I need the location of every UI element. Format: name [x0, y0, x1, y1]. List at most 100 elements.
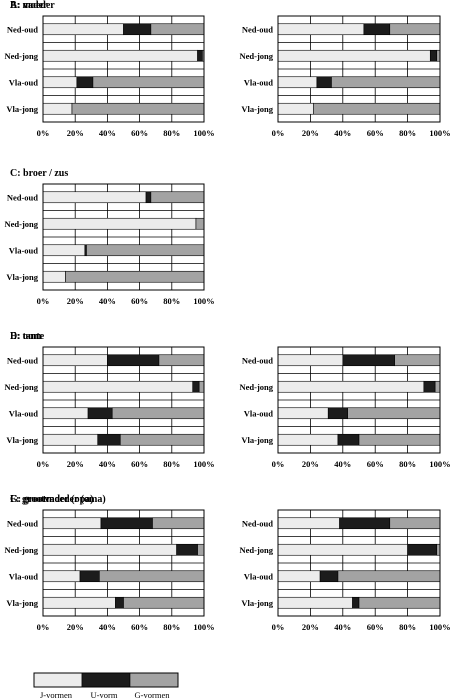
bar-segment-j-vormen [277, 517, 340, 530]
panel-title: B: moeder [10, 0, 55, 11]
category-label: Vla-jong [6, 435, 38, 445]
legend-swatch [81, 672, 131, 688]
legend-label: G-vormen [135, 690, 171, 700]
bar-segment-g-vormen [434, 380, 441, 393]
tick-label: 0% [37, 622, 50, 632]
tick-label: 20% [302, 459, 319, 469]
legend: J-vormen U-vorm G-vormen [33, 672, 179, 700]
category-label: Ned-jong [4, 51, 38, 61]
category-label: Ned-oud [242, 24, 273, 34]
bar-segment-g-vormen [86, 244, 205, 257]
bar-segment-j-vormen [42, 596, 116, 609]
tick-label: 60% [367, 622, 384, 632]
plot-frame [277, 15, 441, 123]
panel-title: A: vader [10, 0, 48, 11]
legend-label: J-vormen [40, 690, 73, 700]
bar-segment-u-vorm [339, 517, 391, 530]
tick-label: 40% [334, 622, 351, 632]
bar-segment-j-vormen [42, 407, 89, 420]
bar-segment-g-vormen [331, 76, 441, 89]
bar-segment-g-vormen [65, 270, 205, 283]
category-label: Ned-jong [239, 51, 273, 61]
panel-title: D: oom [10, 331, 42, 342]
tick-label: 0% [272, 459, 285, 469]
category-label: Vla-jong [241, 598, 273, 608]
category-label: Vla-oud [9, 408, 39, 418]
tick-label: 20% [302, 622, 319, 632]
chart-panel-3: C: broer / zus Ned-oud Ned-jong Vla-oud Vla-… [4, 168, 214, 306]
tick-label: 40% [99, 622, 116, 632]
category-label: Ned-oud [242, 355, 273, 365]
bar-segment-u-vorm [319, 570, 339, 583]
plot-frame [277, 346, 441, 454]
category-label: Vla-jong [6, 272, 38, 282]
category-label: Ned-oud [242, 518, 273, 528]
bar-segment-g-vormen [123, 596, 205, 609]
bar-segment-j-vormen [42, 517, 102, 530]
bar-segment-j-vormen [277, 570, 321, 583]
bar-segment-j-vormen [277, 596, 353, 609]
category-label: Ned-oud [7, 192, 38, 202]
bar-segment-j-vormen [42, 433, 99, 446]
legend-label: U-vorm [91, 690, 118, 700]
legend-frame [33, 672, 179, 688]
bar-segment-j-vormen [277, 433, 339, 446]
tick-label: 100% [429, 459, 450, 469]
category-label: Vla-oud [9, 77, 39, 87]
bar-segment-u-vorm [107, 354, 160, 367]
bar-segment-g-vormen [197, 543, 205, 556]
tick-label: 40% [99, 128, 116, 138]
tick-label: 80% [163, 128, 180, 138]
bar-segment-u-vorm [423, 380, 436, 393]
tick-label: 80% [163, 296, 180, 306]
bar-segment-g-vormen [347, 407, 441, 420]
category-label: Vla-jong [241, 435, 273, 445]
bar-segment-g-vormen [150, 23, 205, 36]
tick-label: 0% [37, 459, 50, 469]
category-label: Vla-oud [9, 245, 39, 255]
category-label: Vla-oud [9, 571, 39, 581]
bar-segment-j-vormen [277, 102, 314, 115]
bar-segment-g-vormen [394, 354, 441, 367]
bar-segment-u-vorm [97, 433, 121, 446]
tick-label: 40% [99, 296, 116, 306]
tick-label: 60% [367, 459, 384, 469]
bar-segment-j-vormen [277, 23, 365, 36]
bar-segment-u-vorm [429, 49, 438, 62]
bar-segment-u-vorm [145, 191, 152, 204]
bar-segment-g-vormen [313, 102, 441, 115]
tick-label: 20% [67, 622, 84, 632]
bar-segment-j-vormen [277, 407, 329, 420]
bar-segment-u-vorm [192, 380, 200, 393]
plot-frame [42, 183, 205, 291]
bar-segment-j-vormen [42, 244, 86, 257]
tick-label: 80% [163, 622, 180, 632]
tick-label: 0% [272, 622, 285, 632]
tick-label: 100% [429, 622, 450, 632]
category-label: Ned-jong [239, 382, 273, 392]
panel-title: C: broer / zus [10, 168, 68, 179]
bar-segment-j-vormen [42, 23, 124, 36]
bar-segment-u-vorm [79, 570, 100, 583]
tick-label: 20% [302, 128, 319, 138]
bar-segment-u-vorm [87, 407, 113, 420]
bar-segment-g-vormen [358, 433, 441, 446]
bar-segment-j-vormen [277, 76, 318, 89]
bar-segment-u-vorm [115, 596, 124, 609]
bar-segment-j-vormen [42, 76, 78, 89]
plot-frame [42, 346, 205, 454]
category-label: Ned-jong [4, 545, 38, 555]
chart-panel-1: A: vader Ned-oud Ned-jong Vla-oud Vla-jong 0%… [4, 0, 214, 138]
bar-segment-g-vormen [71, 102, 205, 115]
category-label: Vla-jong [6, 598, 38, 608]
tick-label: 20% [67, 128, 84, 138]
tick-label: 100% [193, 128, 214, 138]
bar-segment-g-vormen [158, 354, 205, 367]
bar-segment-g-vormen [111, 407, 205, 420]
category-label: Ned-jong [239, 545, 273, 555]
panel-title: F: grootvader (opa) [10, 494, 94, 505]
bar-segment-g-vormen [389, 517, 441, 530]
bar-segment-u-vorm [327, 407, 348, 420]
bar-segment-g-vormen [150, 191, 205, 204]
bar-segment-j-vormen [42, 102, 73, 115]
